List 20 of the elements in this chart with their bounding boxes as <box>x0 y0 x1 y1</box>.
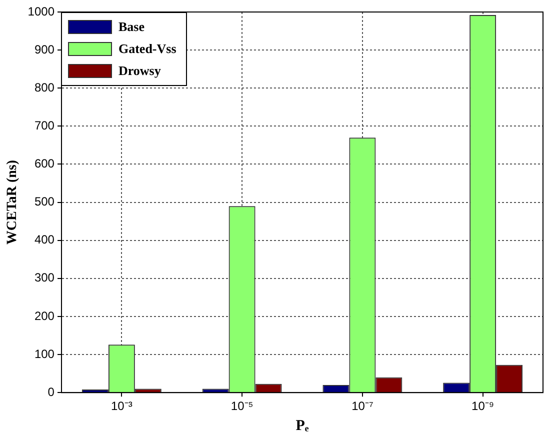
y-tick-label: 300 <box>34 270 55 285</box>
legend-label: Base <box>118 19 144 35</box>
y-tick-label: 200 <box>34 308 55 323</box>
x-tick-label: 10⁻⁷ <box>352 399 374 414</box>
x-axis-title: Pₑ <box>296 418 309 434</box>
y-tick-label: 500 <box>34 194 55 209</box>
legend-label: Drowsy <box>118 63 161 79</box>
y-tick-label: 700 <box>34 118 55 132</box>
y-tick-label: 600 <box>34 156 55 171</box>
y-tick-label: 0 <box>48 384 55 399</box>
y-axis-title: WCETaR (ns) <box>5 160 20 245</box>
x-tick-label: 10⁻⁵ <box>230 399 254 414</box>
y-tick-label: 400 <box>34 232 55 247</box>
y-tick-label: 800 <box>34 80 55 94</box>
legend-label: Gated-Vss <box>118 41 176 57</box>
y-tick-label: 900 <box>34 42 55 56</box>
x-tick-label: 10⁻⁹ <box>472 399 494 414</box>
x-tick-label: 10⁻³ <box>111 399 132 414</box>
y-tick-label: 100 <box>34 346 55 361</box>
y-tick-label: 1000 <box>28 4 55 18</box>
